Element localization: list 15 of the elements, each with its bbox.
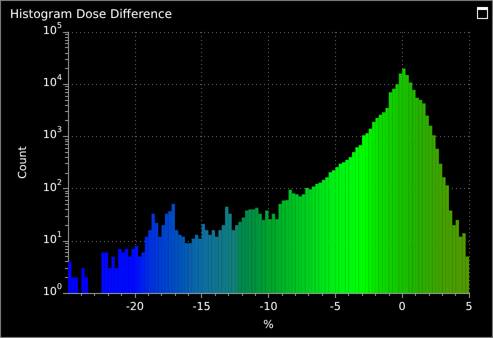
y-tick-label: 10$^{0}$: [42, 282, 62, 299]
y-tick-label: 10$^{5}$: [42, 21, 62, 38]
y-tick-label: 10$^{1}$: [42, 230, 62, 247]
y-axis-title: Count: [16, 145, 29, 179]
x-tick-label: -5: [330, 300, 341, 313]
y-tick-label: 10$^{3}$: [42, 125, 62, 142]
x-axis-title: %: [263, 318, 274, 331]
x-tick-label: -15: [192, 300, 211, 313]
x-tick-label: -10: [260, 300, 278, 313]
chart-title: Histogram Dose Difference: [10, 7, 172, 21]
x-tick-label: 5: [466, 300, 472, 313]
x-tick-label: 0: [398, 300, 406, 313]
y-tick-label: 10$^{2}$: [42, 178, 62, 195]
y-tick-label: 10$^{4}$: [42, 73, 62, 90]
x-tick-label: -20: [126, 300, 144, 313]
